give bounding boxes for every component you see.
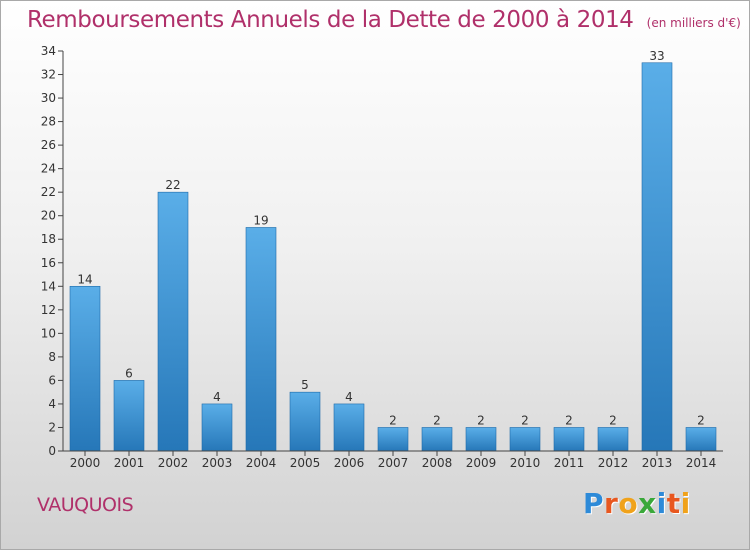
bar (245, 227, 277, 452)
y-tick-label: 22 (41, 185, 56, 199)
x-tick-label: 2014 (686, 456, 717, 470)
bar (289, 391, 321, 452)
data-label: 5 (301, 378, 309, 392)
data-label: 2 (609, 413, 617, 427)
y-tick-label: 2 (48, 420, 56, 434)
data-label: 2 (433, 413, 441, 427)
data-label: 2 (565, 413, 573, 427)
data-label: 33 (649, 49, 664, 63)
bar (157, 191, 189, 452)
x-tick-label: 2010 (510, 456, 541, 470)
bar (377, 427, 409, 452)
y-tick-label: 4 (48, 397, 56, 411)
logo-letter: x (638, 487, 657, 520)
x-tick-label: 2012 (598, 456, 629, 470)
bar (201, 403, 233, 452)
data-label: 4 (345, 390, 353, 404)
data-label: 22 (165, 178, 180, 192)
logo-letter: t (666, 487, 681, 520)
x-tick-label: 2000 (70, 456, 101, 470)
data-label: 4 (213, 390, 221, 404)
y-tick-label: 6 (48, 373, 56, 387)
data-label: 14 (77, 272, 92, 286)
logo-letter: i (680, 487, 691, 520)
data-label: 19 (253, 213, 268, 227)
data-label: 6 (125, 366, 133, 380)
bar (597, 427, 629, 452)
logo-letter: i (656, 487, 667, 520)
y-tick-label: 26 (41, 138, 56, 152)
x-tick-label: 2004 (246, 456, 277, 470)
logo-letter: P (583, 487, 605, 520)
data-label: 2 (389, 413, 397, 427)
title-text: Remboursements Annuels de la Dette de 20… (27, 7, 634, 33)
x-tick-label: 2005 (290, 456, 321, 470)
y-tick-label: 8 (48, 350, 56, 364)
commune-name: VAUQUOIS (37, 494, 134, 516)
x-tick-label: 2003 (202, 456, 233, 470)
x-tick-label: 2008 (422, 456, 453, 470)
data-label: 2 (697, 413, 705, 427)
proxiti-logo: Proxiti (583, 487, 691, 520)
bar (465, 427, 497, 452)
logo-letter: o (618, 487, 639, 520)
x-tick-label: 2009 (466, 456, 497, 470)
y-tick-label: 0 (48, 444, 56, 458)
y-tick-label: 16 (41, 256, 56, 270)
title-unit: (en milliers d'€) (646, 16, 741, 30)
bar (69, 285, 101, 452)
bar (685, 427, 717, 452)
y-tick-label: 28 (41, 115, 56, 129)
x-tick-label: 2001 (114, 456, 145, 470)
logo-letter: r (604, 487, 619, 520)
y-tick-label: 34 (41, 44, 56, 58)
bar (421, 427, 453, 452)
y-tick-label: 24 (41, 162, 56, 176)
bar (509, 427, 541, 452)
y-tick-label: 30 (41, 91, 56, 105)
y-tick-label: 12 (41, 303, 56, 317)
y-tick-label: 14 (41, 279, 56, 293)
bar (553, 427, 585, 452)
y-tick-label: 20 (41, 209, 56, 223)
bar (333, 403, 365, 452)
x-tick-label: 2007 (378, 456, 409, 470)
y-tick-label: 32 (41, 68, 56, 82)
x-tick-label: 2006 (334, 456, 365, 470)
chart-title: Remboursements Annuels de la Dette de 20… (27, 7, 741, 33)
data-label: 2 (477, 413, 485, 427)
bar (641, 62, 673, 452)
data-label: 2 (521, 413, 529, 427)
y-tick-label: 10 (41, 326, 56, 340)
x-tick-label: 2013 (642, 456, 673, 470)
bar (113, 380, 145, 452)
y-tick-label: 18 (41, 232, 56, 246)
x-tick-label: 2002 (158, 456, 189, 470)
x-tick-label: 2011 (554, 456, 585, 470)
